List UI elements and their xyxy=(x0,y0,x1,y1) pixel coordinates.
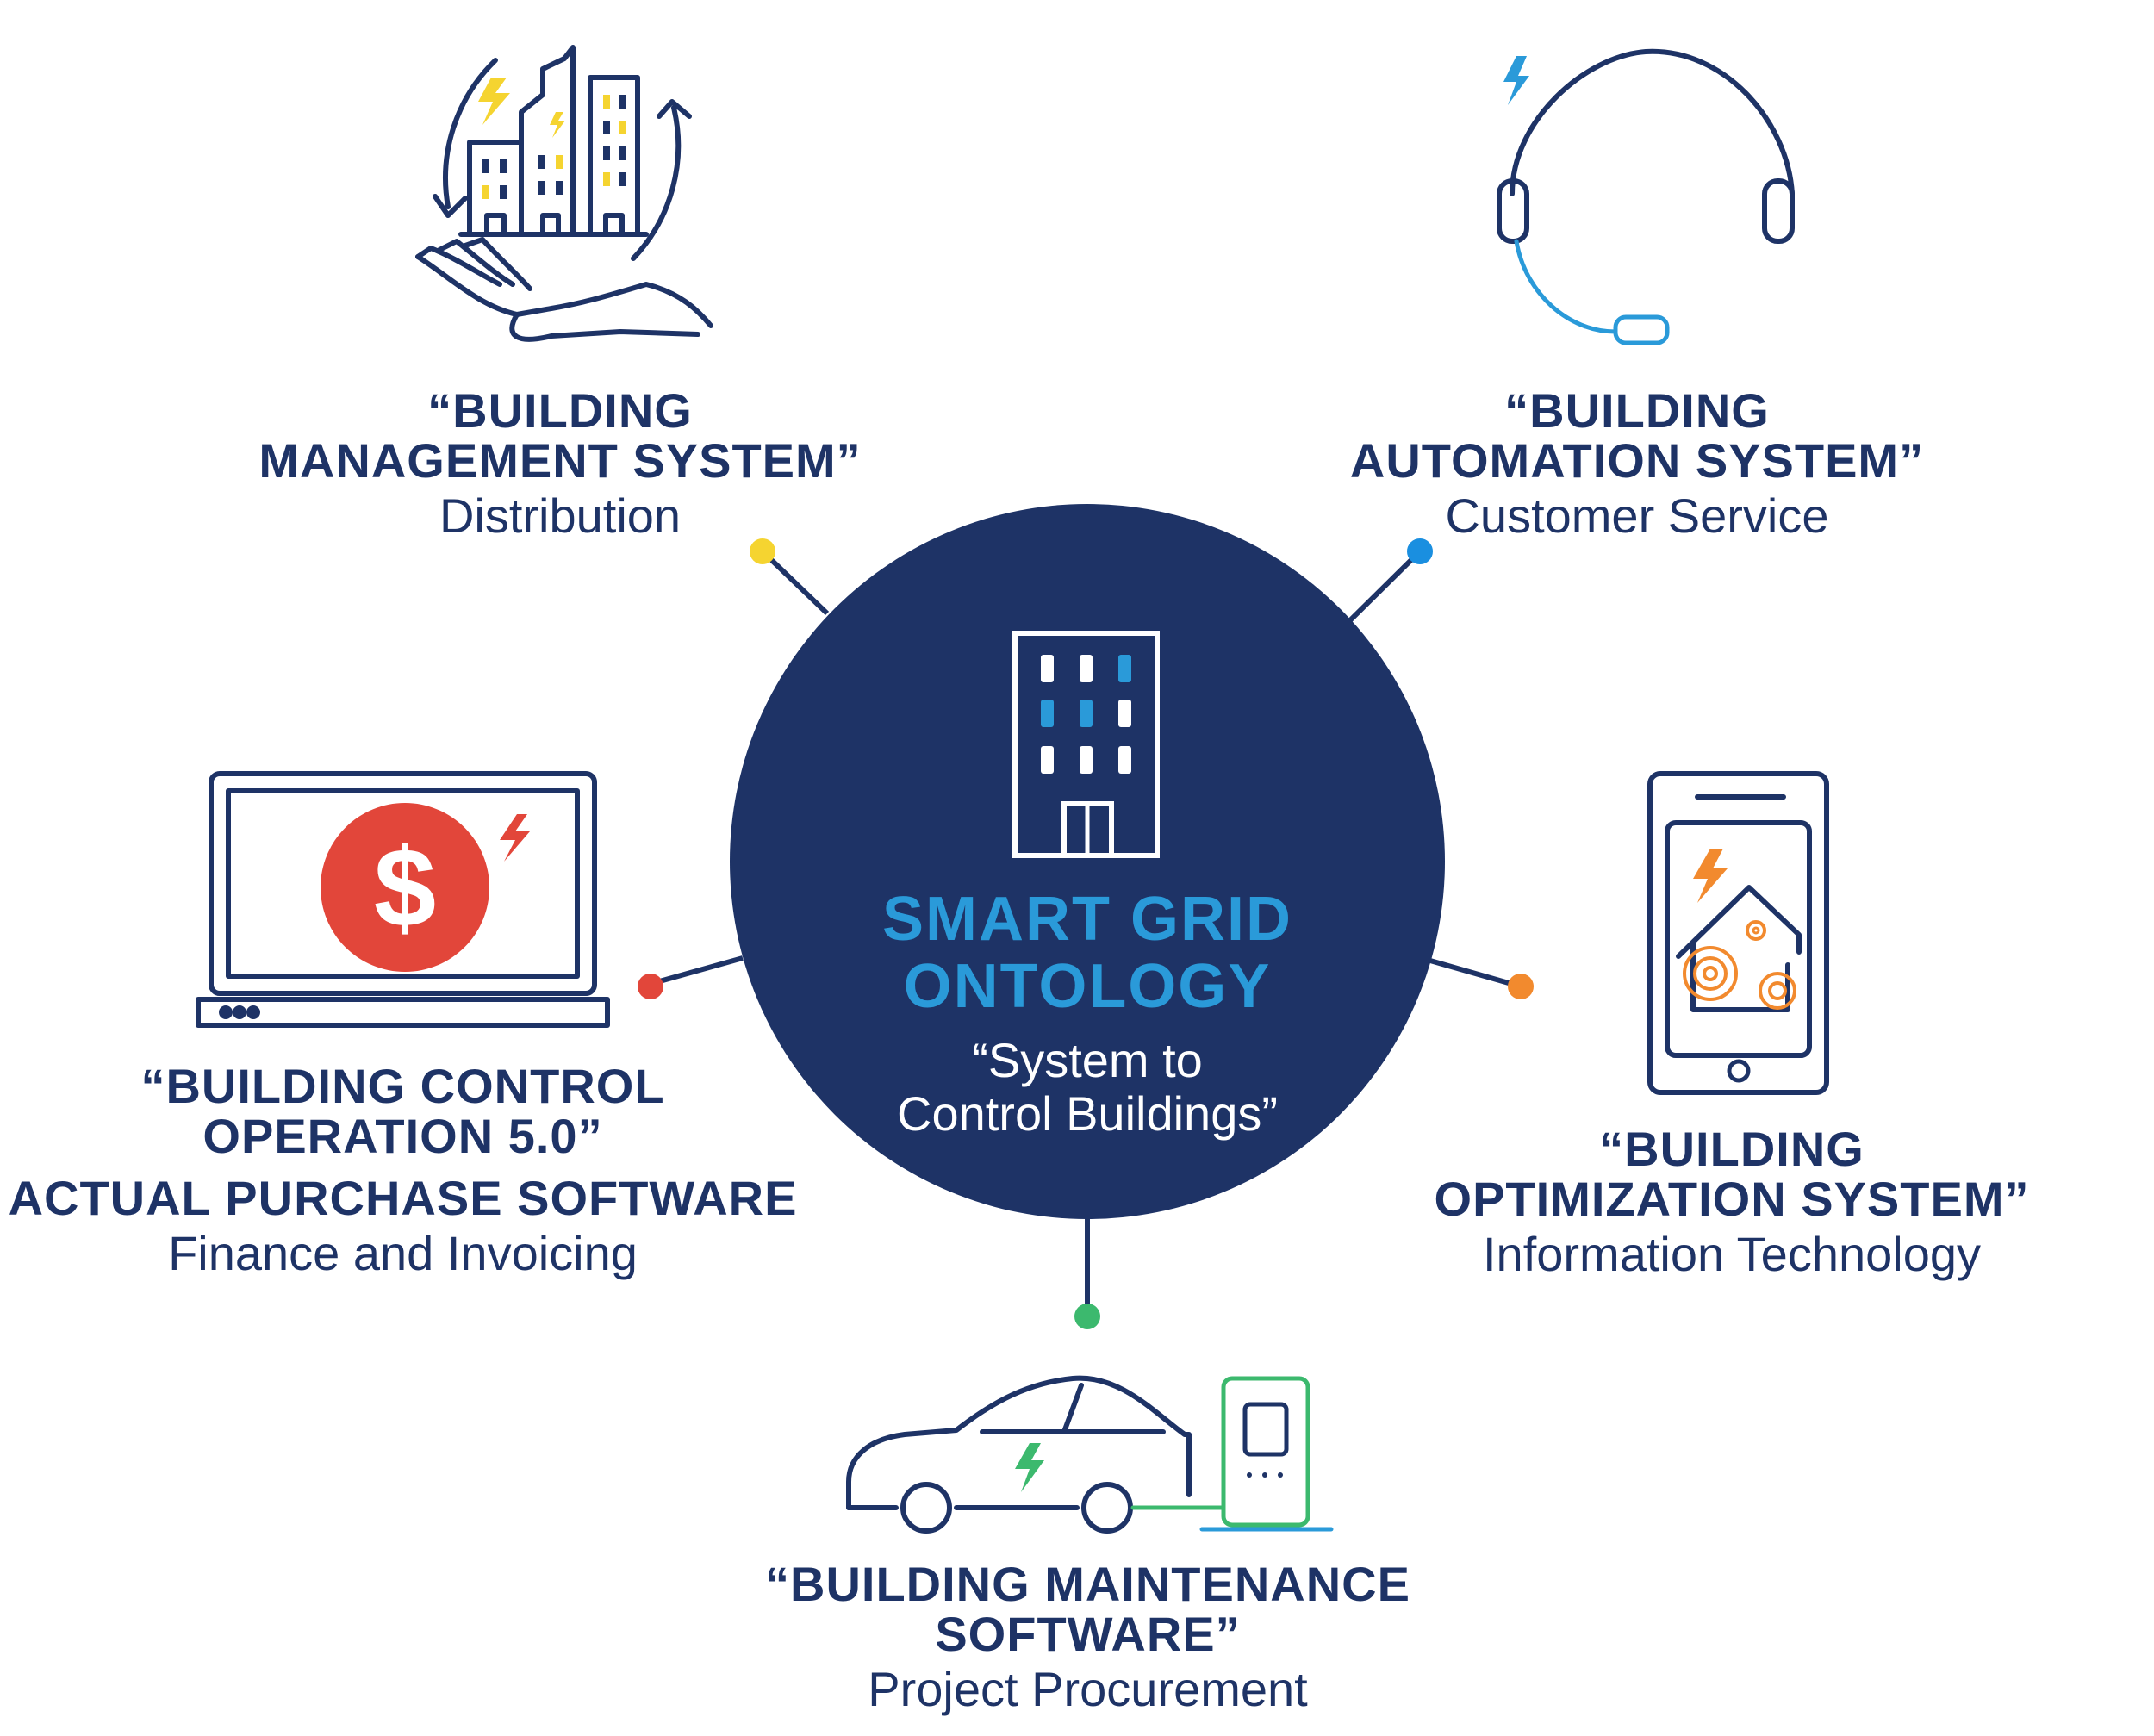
node-control-title-1: “BUILDING CONTROL xyxy=(140,1059,665,1113)
building-hand-icon-accents xyxy=(478,78,626,199)
node-control-subtitle: Finance and Invoicing xyxy=(168,1226,638,1280)
connector-control xyxy=(650,955,744,986)
center-subtitle-line-2: Control Buildings” xyxy=(897,1086,1278,1141)
center-subtitle: “System to Control Buildings” xyxy=(829,1034,1346,1141)
node-maintenance-title-2: SOFTWARE” xyxy=(935,1607,1241,1661)
dot-optimization xyxy=(1508,974,1534,999)
connectors xyxy=(650,549,1522,1316)
node-automation-title-1: “BUILDING xyxy=(1504,383,1770,438)
dot-maintenance xyxy=(1074,1304,1100,1329)
node-optimization-title-1: “BUILDING xyxy=(1599,1122,1865,1176)
dollar-sign-glyph: $ xyxy=(374,824,436,950)
node-management: “BUILDING MANAGEMENT SYSTEM” Distributio… xyxy=(215,386,905,546)
node-management-title-1: “BUILDING xyxy=(427,383,693,438)
smartphone-home-icon xyxy=(1647,771,1829,1095)
laptop-dollar-icon xyxy=(196,771,610,1028)
headset-icon xyxy=(1497,48,1795,345)
node-control: “BUILDING CONTROL OPERATION 5.0” ACTUAL … xyxy=(0,1061,806,1284)
center-title-line-1: SMART GRID xyxy=(882,885,1292,954)
dot-control xyxy=(638,974,663,999)
node-maintenance: “BUILDING MAINTENANCE SOFTWARE” Project … xyxy=(689,1559,1486,1720)
node-management-subtitle: Distribution xyxy=(439,488,682,543)
center-circle xyxy=(730,504,1445,1219)
node-management-title-2: MANAGEMENT SYSTEM” xyxy=(258,433,862,488)
node-optimization: “BUILDING OPTIMIZATION SYSTEM” Informati… xyxy=(1379,1124,2085,1285)
center-subtitle-line-1: “System to xyxy=(972,1033,1203,1087)
electric-car-charger-icon xyxy=(846,1375,1334,1534)
center-title-line-2: ONTOLOGY xyxy=(903,952,1272,1021)
center-title: SMART GRID ONTOLOGY xyxy=(829,886,1346,1020)
connector-automation xyxy=(1346,549,1423,625)
node-control-title-2: OPERATION 5.0” xyxy=(202,1109,603,1163)
dot-management xyxy=(750,538,775,564)
connector-management xyxy=(760,549,830,616)
node-automation-title-2: AUTOMATION SYSTEM” xyxy=(1349,433,1925,488)
node-maintenance-title-1: “BUILDING MAINTENANCE xyxy=(765,1557,1410,1611)
node-optimization-subtitle: Information Technology xyxy=(1483,1227,1981,1281)
connector-optimization xyxy=(1429,958,1522,989)
node-control-title-3: ACTUAL PURCHASE SOFTWARE xyxy=(8,1171,798,1225)
node-maintenance-subtitle: Project Procurement xyxy=(868,1662,1308,1716)
office-building-icon xyxy=(1012,631,1160,858)
node-optimization-title-2: OPTIMIZATION SYSTEM” xyxy=(1434,1172,2030,1226)
dot-automation xyxy=(1407,538,1433,564)
node-automation: “BUILDING AUTOMATION SYSTEM” Customer Se… xyxy=(1292,386,1982,546)
building-hand-icon xyxy=(415,45,713,342)
node-automation-subtitle: Customer Service xyxy=(1445,488,1829,543)
